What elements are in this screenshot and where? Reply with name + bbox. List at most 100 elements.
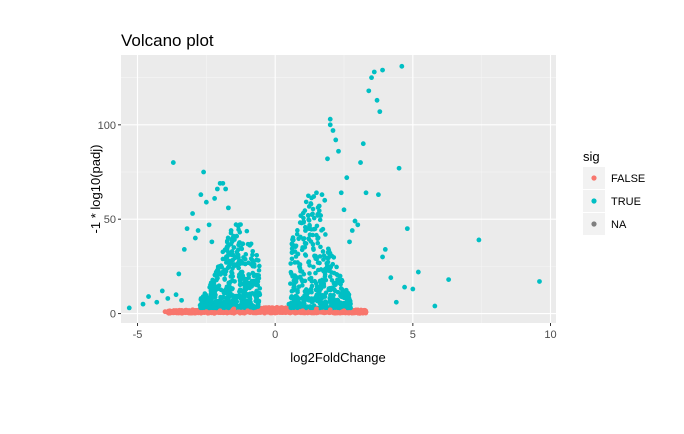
data-point-true (245, 292, 251, 298)
data-point-true (235, 293, 240, 299)
data-point-true (222, 256, 228, 262)
data-point-true (307, 271, 312, 276)
data-point-true (301, 271, 307, 277)
data-point-true (320, 226, 326, 232)
data-point-true (331, 255, 337, 260)
data-point-false (229, 310, 235, 315)
data-point-false (286, 309, 292, 315)
data-point-true (376, 192, 381, 198)
data-point-true (415, 269, 421, 275)
data-point-true (306, 218, 312, 223)
data-point-true (319, 192, 325, 198)
legend-item-true: TRUE (583, 190, 641, 212)
data-point-true (335, 277, 340, 282)
data-point-true (250, 252, 255, 258)
data-point-true (380, 254, 385, 260)
data-point-false (171, 309, 176, 315)
data-point-true (314, 232, 319, 238)
data-point-true (309, 299, 314, 305)
data-point-true (306, 259, 312, 264)
data-point-true (254, 282, 259, 288)
data-point-true (307, 276, 312, 282)
data-point-true (256, 298, 262, 304)
data-point-true (224, 239, 230, 245)
data-point-true (219, 270, 225, 275)
x-axis-title: log2FoldChange (290, 350, 385, 365)
data-point-true (346, 292, 352, 297)
data-point-false (349, 310, 354, 315)
data-point-true (311, 194, 317, 199)
data-point-true (323, 232, 328, 237)
data-point-true (396, 165, 402, 171)
data-point-true (222, 267, 228, 273)
data-point-true (223, 186, 229, 192)
data-point-true (363, 190, 369, 196)
data-point-true (294, 231, 300, 237)
data-point-true (319, 304, 325, 310)
data-point-true (249, 278, 255, 284)
data-point-true (222, 301, 228, 307)
data-point-true (239, 296, 244, 302)
data-point-true (432, 303, 438, 309)
data-point-true (216, 283, 222, 289)
data-point-true (289, 294, 295, 299)
data-point-true (341, 207, 347, 213)
data-point-true (203, 199, 209, 205)
data-point-true (344, 175, 350, 181)
data-point-true (300, 283, 305, 288)
data-point-true (302, 278, 308, 284)
data-point-true (410, 286, 416, 292)
data-point-true (330, 128, 336, 133)
data-point-true (217, 263, 222, 269)
data-point-true (289, 288, 295, 294)
data-point-true (311, 215, 317, 221)
data-point-true (247, 285, 252, 291)
data-point-true (327, 274, 333, 279)
data-point-true (380, 67, 385, 73)
data-point-true (242, 282, 248, 288)
data-point-true (358, 160, 363, 165)
data-point-true (165, 296, 171, 301)
data-point-true (317, 208, 322, 214)
data-point-true (199, 300, 204, 306)
data-point-true (213, 273, 218, 278)
data-point-true (195, 228, 201, 233)
data-point-true (240, 273, 246, 278)
data-point-true (313, 293, 319, 299)
y-tick-label: 100 (98, 120, 116, 132)
data-point-true (318, 283, 324, 288)
data-point-true (254, 257, 259, 263)
data-point-true (237, 222, 242, 227)
data-point-true (214, 186, 220, 192)
data-point-true (318, 244, 323, 250)
data-point-true (303, 199, 309, 205)
data-point-true (201, 169, 206, 175)
data-point-true (140, 301, 146, 307)
data-point-true (347, 305, 353, 310)
data-point-false (254, 309, 260, 314)
data-point-false (263, 307, 268, 312)
data-point-true (181, 246, 187, 252)
legend-label-false: FALSE (611, 173, 645, 185)
data-point-true (343, 296, 349, 301)
data-point-false (231, 306, 237, 312)
data-point-true (288, 281, 293, 286)
data-point-true (246, 272, 252, 277)
data-point-false (314, 306, 319, 312)
legend-label-na: NA (611, 219, 627, 231)
data-point-true (146, 294, 151, 299)
data-point-false (281, 306, 286, 312)
data-point-false (266, 308, 272, 313)
data-point-true (393, 299, 399, 305)
data-point-true (311, 247, 316, 252)
data-point-true (537, 279, 542, 284)
data-point-true (226, 287, 232, 293)
data-point-true (316, 203, 322, 209)
data-point-true (327, 250, 333, 256)
data-point-true (236, 304, 241, 310)
data-point-true (220, 180, 226, 186)
data-point-true (321, 293, 326, 298)
data-point-true (228, 274, 234, 279)
data-point-true (240, 241, 245, 247)
data-point-true (312, 278, 318, 284)
